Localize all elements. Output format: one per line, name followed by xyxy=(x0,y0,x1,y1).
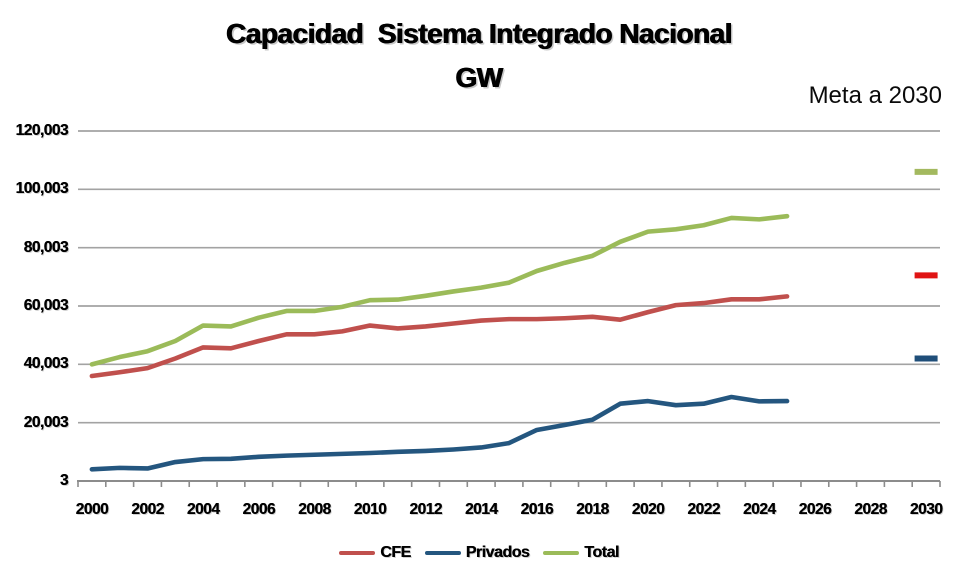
meta-2030-annotation: Meta a 2030 xyxy=(808,82,942,109)
legend-label-privados: Privados xyxy=(465,544,530,561)
line-total xyxy=(89,213,790,367)
legend-item-total: Total xyxy=(543,544,619,562)
x-axis-tick-label: 2008 xyxy=(298,501,331,518)
legend-label-total: Total xyxy=(584,544,619,561)
legend-item-privados: Privados xyxy=(424,544,530,562)
x-axis-tick-label: 2006 xyxy=(242,501,275,518)
line-privados xyxy=(89,394,790,472)
x-axis-tick-label: 2014 xyxy=(464,501,498,518)
x-axis-tick-label: 2004 xyxy=(186,501,220,518)
total-line-swatch-icon xyxy=(543,550,580,556)
y-axis-tick-label: 3 xyxy=(59,472,69,489)
cfe-line-swatch-icon xyxy=(339,550,376,556)
legend-label-cfe: CFE xyxy=(380,544,411,561)
x-axis-tick-label: 2016 xyxy=(520,501,554,518)
y-axis-tick-label: 80,003 xyxy=(23,238,69,256)
y-axis-tick-label: 100,003 xyxy=(15,180,68,198)
privados-line-swatch-icon xyxy=(424,550,461,556)
x-axis-tick-label: 2030 xyxy=(909,501,943,518)
line-cfe xyxy=(89,294,790,379)
y-axis-tick-label: 60,003 xyxy=(23,297,69,314)
x-axis-tick-label: 2010 xyxy=(353,501,387,518)
x-axis-tick-label: 2002 xyxy=(131,501,164,518)
x-axis-tick-label: 2024 xyxy=(743,501,776,518)
legend-item-cfe: CFE xyxy=(339,544,411,562)
x-axis-tick-label: 2020 xyxy=(631,501,665,518)
x-axis-tick-label: 2026 xyxy=(798,501,832,518)
x-axis-tick-label: 2022 xyxy=(687,501,720,518)
y-axis-tick-label: 20,003 xyxy=(23,413,69,431)
chart-title: Capacidad Sistema Integrado Nacional xyxy=(226,18,732,49)
y-axis-tick-label: 120,003 xyxy=(15,122,68,139)
x-axis-tick-label: 2000 xyxy=(75,501,109,518)
y-axis-tick-label: 40,003 xyxy=(23,355,69,373)
chart-title-units: GW xyxy=(455,62,503,93)
x-axis-tick-label: 2012 xyxy=(409,501,442,518)
legend: CFE Privados Total xyxy=(0,544,958,562)
x-axis-tick-label: 2028 xyxy=(854,501,887,518)
x-axis-tick-label: 2018 xyxy=(576,501,609,518)
